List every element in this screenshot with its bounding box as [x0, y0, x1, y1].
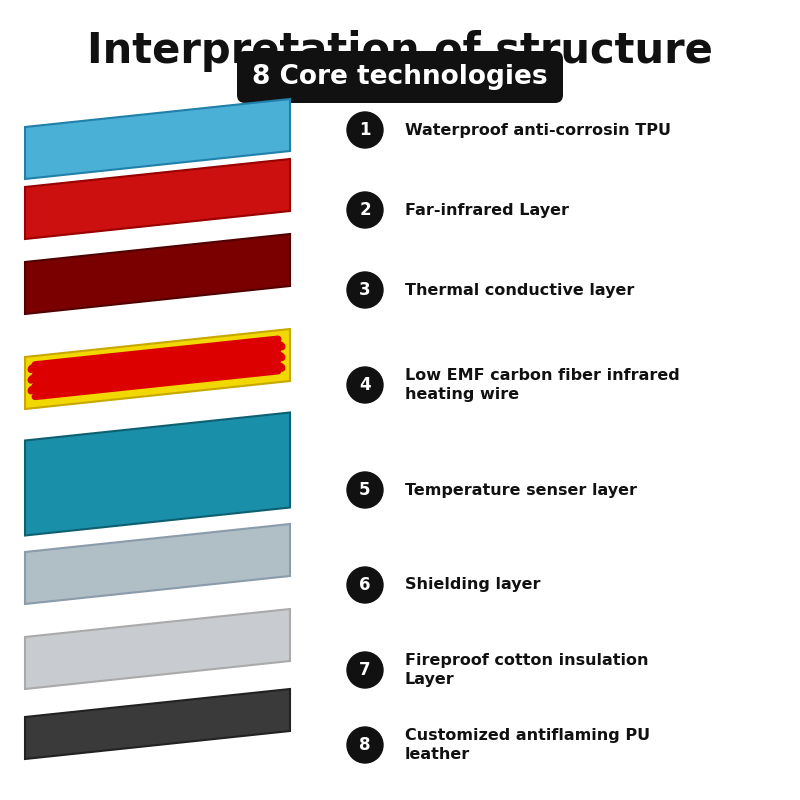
Text: Far-infrared Layer: Far-infrared Layer	[405, 202, 569, 218]
Text: 6: 6	[359, 576, 370, 594]
Text: 3: 3	[359, 281, 371, 299]
Text: Shielding layer: Shielding layer	[405, 578, 541, 593]
Text: Interpretation of structure: Interpretation of structure	[87, 30, 713, 72]
Text: Customized antiflaming PU
leather: Customized antiflaming PU leather	[405, 728, 650, 762]
Polygon shape	[25, 329, 290, 409]
Polygon shape	[25, 159, 290, 239]
Text: Low EMF carbon fiber infrared
heating wire: Low EMF carbon fiber infrared heating wi…	[405, 368, 680, 402]
Circle shape	[347, 272, 383, 308]
Text: 7: 7	[359, 661, 371, 679]
Text: 4: 4	[359, 376, 371, 394]
Text: Thermal conductive layer: Thermal conductive layer	[405, 282, 634, 298]
Polygon shape	[25, 524, 290, 604]
Polygon shape	[25, 689, 290, 759]
Circle shape	[347, 192, 383, 228]
Text: Waterproof anti-corrosin TPU: Waterproof anti-corrosin TPU	[405, 122, 671, 138]
Polygon shape	[25, 234, 290, 314]
Circle shape	[347, 727, 383, 763]
Text: Temperature senser layer: Temperature senser layer	[405, 482, 637, 498]
Circle shape	[347, 652, 383, 688]
Text: 8 Core technologies: 8 Core technologies	[252, 64, 548, 90]
Text: 2: 2	[359, 201, 371, 219]
Circle shape	[347, 367, 383, 403]
Circle shape	[347, 472, 383, 508]
Polygon shape	[25, 99, 290, 179]
Text: 1: 1	[359, 121, 370, 139]
Text: 5: 5	[359, 481, 370, 499]
Polygon shape	[25, 609, 290, 689]
Text: 8: 8	[359, 736, 370, 754]
Polygon shape	[25, 413, 290, 535]
Text: Fireproof cotton insulation
Layer: Fireproof cotton insulation Layer	[405, 653, 649, 686]
FancyBboxPatch shape	[237, 51, 563, 103]
Circle shape	[347, 112, 383, 148]
Circle shape	[347, 567, 383, 603]
